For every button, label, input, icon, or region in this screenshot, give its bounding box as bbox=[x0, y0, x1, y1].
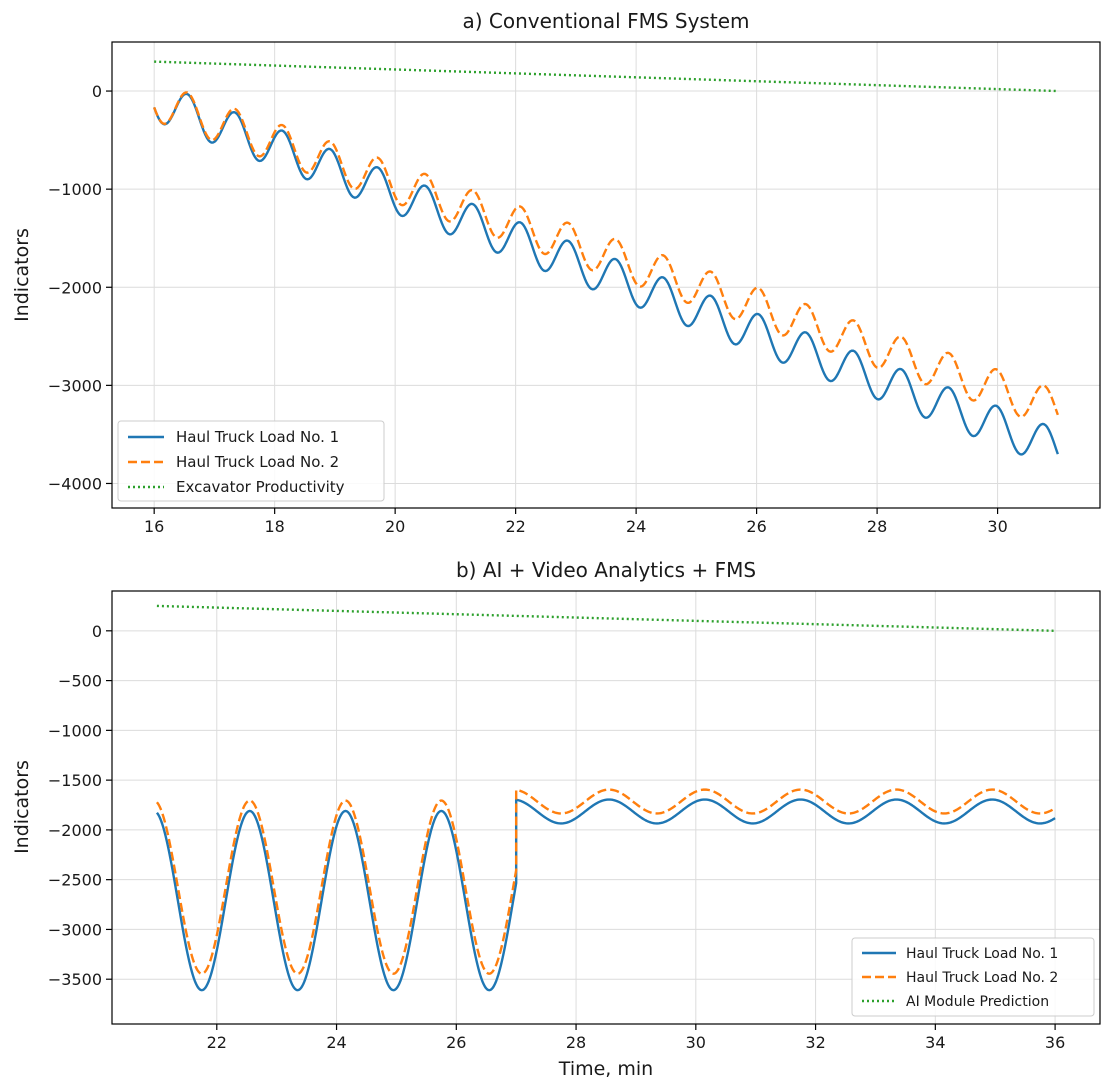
panel-b-legend-label-2: Haul Truck Load No. 2 bbox=[906, 970, 1058, 986]
panel-a-xtick-label: 24 bbox=[626, 517, 646, 536]
panel-a-xtick-label: 30 bbox=[987, 517, 1007, 536]
panel-b-title: b) AI + Video Analytics + FMS bbox=[456, 558, 756, 582]
panel-b-ytick-label: −1000 bbox=[48, 721, 102, 740]
panel-a-xtick-label: 22 bbox=[505, 517, 525, 536]
panel-a-series-1-line bbox=[153, 92, 1059, 456]
panel-a-ytick-label: 0 bbox=[92, 82, 102, 101]
panel-a-ytick-label: −3000 bbox=[48, 376, 102, 395]
panel-b-ytick-label: −2000 bbox=[48, 821, 102, 840]
panel-a-xtick-label: 20 bbox=[385, 517, 405, 536]
panel-a-legend-box bbox=[117, 420, 385, 502]
panel-b-xtick-label: 34 bbox=[925, 1033, 945, 1052]
panel-a-xtick-label: 28 bbox=[867, 517, 887, 536]
panel-b-series-2-line bbox=[155, 788, 1056, 975]
panel-b-series bbox=[155, 604, 1056, 992]
panel-a-legend: Haul Truck Load No. 1 Haul Truck Load No… bbox=[117, 420, 385, 502]
panel-b-xtick-label: 26 bbox=[446, 1033, 466, 1052]
panel-a: 16 18 20 22 24 26 28 30 −4000 −3000 −2000 −1000 0 a)… bbox=[11, 9, 1101, 536]
panel-b-legend: Haul Truck Load No. 1 Haul Truck Load No… bbox=[851, 937, 1095, 1017]
panel-b-xtick-label: 28 bbox=[566, 1033, 586, 1052]
panel-b-xtick-label: 30 bbox=[686, 1033, 706, 1052]
panel-b-series-3-line bbox=[156, 604, 1056, 633]
panel-b-xtick-label: 36 bbox=[1045, 1033, 1065, 1052]
panel-b-xlabel: Time, min bbox=[558, 1058, 653, 1080]
panel-b-legend-box bbox=[851, 937, 1095, 1017]
panel-b: 22 24 26 28 30 32 34 36 −3500 −3000 −2500 −2000 −150… bbox=[11, 558, 1101, 1080]
panel-a-legend-label-2: Haul Truck Load No. 2 bbox=[176, 453, 339, 471]
panel-b-ticks: 22 24 26 28 30 32 34 36 −3500 −3000 −2500 −2000 −150… bbox=[48, 622, 1065, 1052]
panel-a-frame bbox=[111, 41, 1101, 509]
panel-a-series-2-line bbox=[153, 91, 1059, 418]
panel-b-ytick-label: −3500 bbox=[48, 970, 102, 989]
panel-a-ticks: 16 18 20 22 24 26 28 30 −4000 −3000 −2000 −1000 0 bbox=[48, 82, 1008, 536]
panel-a-ylabel: Indicators bbox=[11, 228, 33, 322]
panel-b-frame bbox=[111, 590, 1101, 1025]
panel-b-legend-label-3: AI Module Prediction bbox=[906, 994, 1049, 1010]
panel-a-ytick-label: −2000 bbox=[48, 278, 102, 297]
panel-a-series bbox=[153, 60, 1059, 456]
panel-b-ytick-label: −2500 bbox=[48, 871, 102, 890]
panel-b-xtick-label: 24 bbox=[326, 1033, 346, 1052]
panel-a-xtick-label: 26 bbox=[746, 517, 766, 536]
panel-a-series-3-line bbox=[154, 60, 1058, 93]
panel-a-ytick-label: −4000 bbox=[48, 474, 102, 493]
panel-b-xtick-label: 32 bbox=[805, 1033, 825, 1052]
panel-b-ytick-label: 0 bbox=[92, 622, 102, 641]
panel-b-ylabel: Indicators bbox=[11, 760, 33, 854]
panel-a-xtick-label: 18 bbox=[264, 517, 284, 536]
panel-a-ytick-label: −1000 bbox=[48, 180, 102, 199]
panel-b-ytick-label: −3000 bbox=[48, 920, 102, 939]
panel-b-legend-label-1: Haul Truck Load No. 1 bbox=[906, 946, 1058, 962]
panel-a-grid bbox=[112, 42, 1100, 508]
panel-a-xtick-label: 16 bbox=[144, 517, 164, 536]
panel-b-xtick-label: 22 bbox=[207, 1033, 227, 1052]
panel-b-series-1-line bbox=[155, 798, 1056, 992]
panel-a-legend-label-1: Haul Truck Load No. 1 bbox=[176, 428, 339, 446]
panel-b-ytick-label: −1500 bbox=[48, 771, 102, 790]
panel-a-title: a) Conventional FMS System bbox=[463, 9, 750, 33]
panel-b-ytick-label: −500 bbox=[58, 672, 102, 691]
panel-a-legend-label-3: Excavator Productivity bbox=[176, 478, 345, 496]
